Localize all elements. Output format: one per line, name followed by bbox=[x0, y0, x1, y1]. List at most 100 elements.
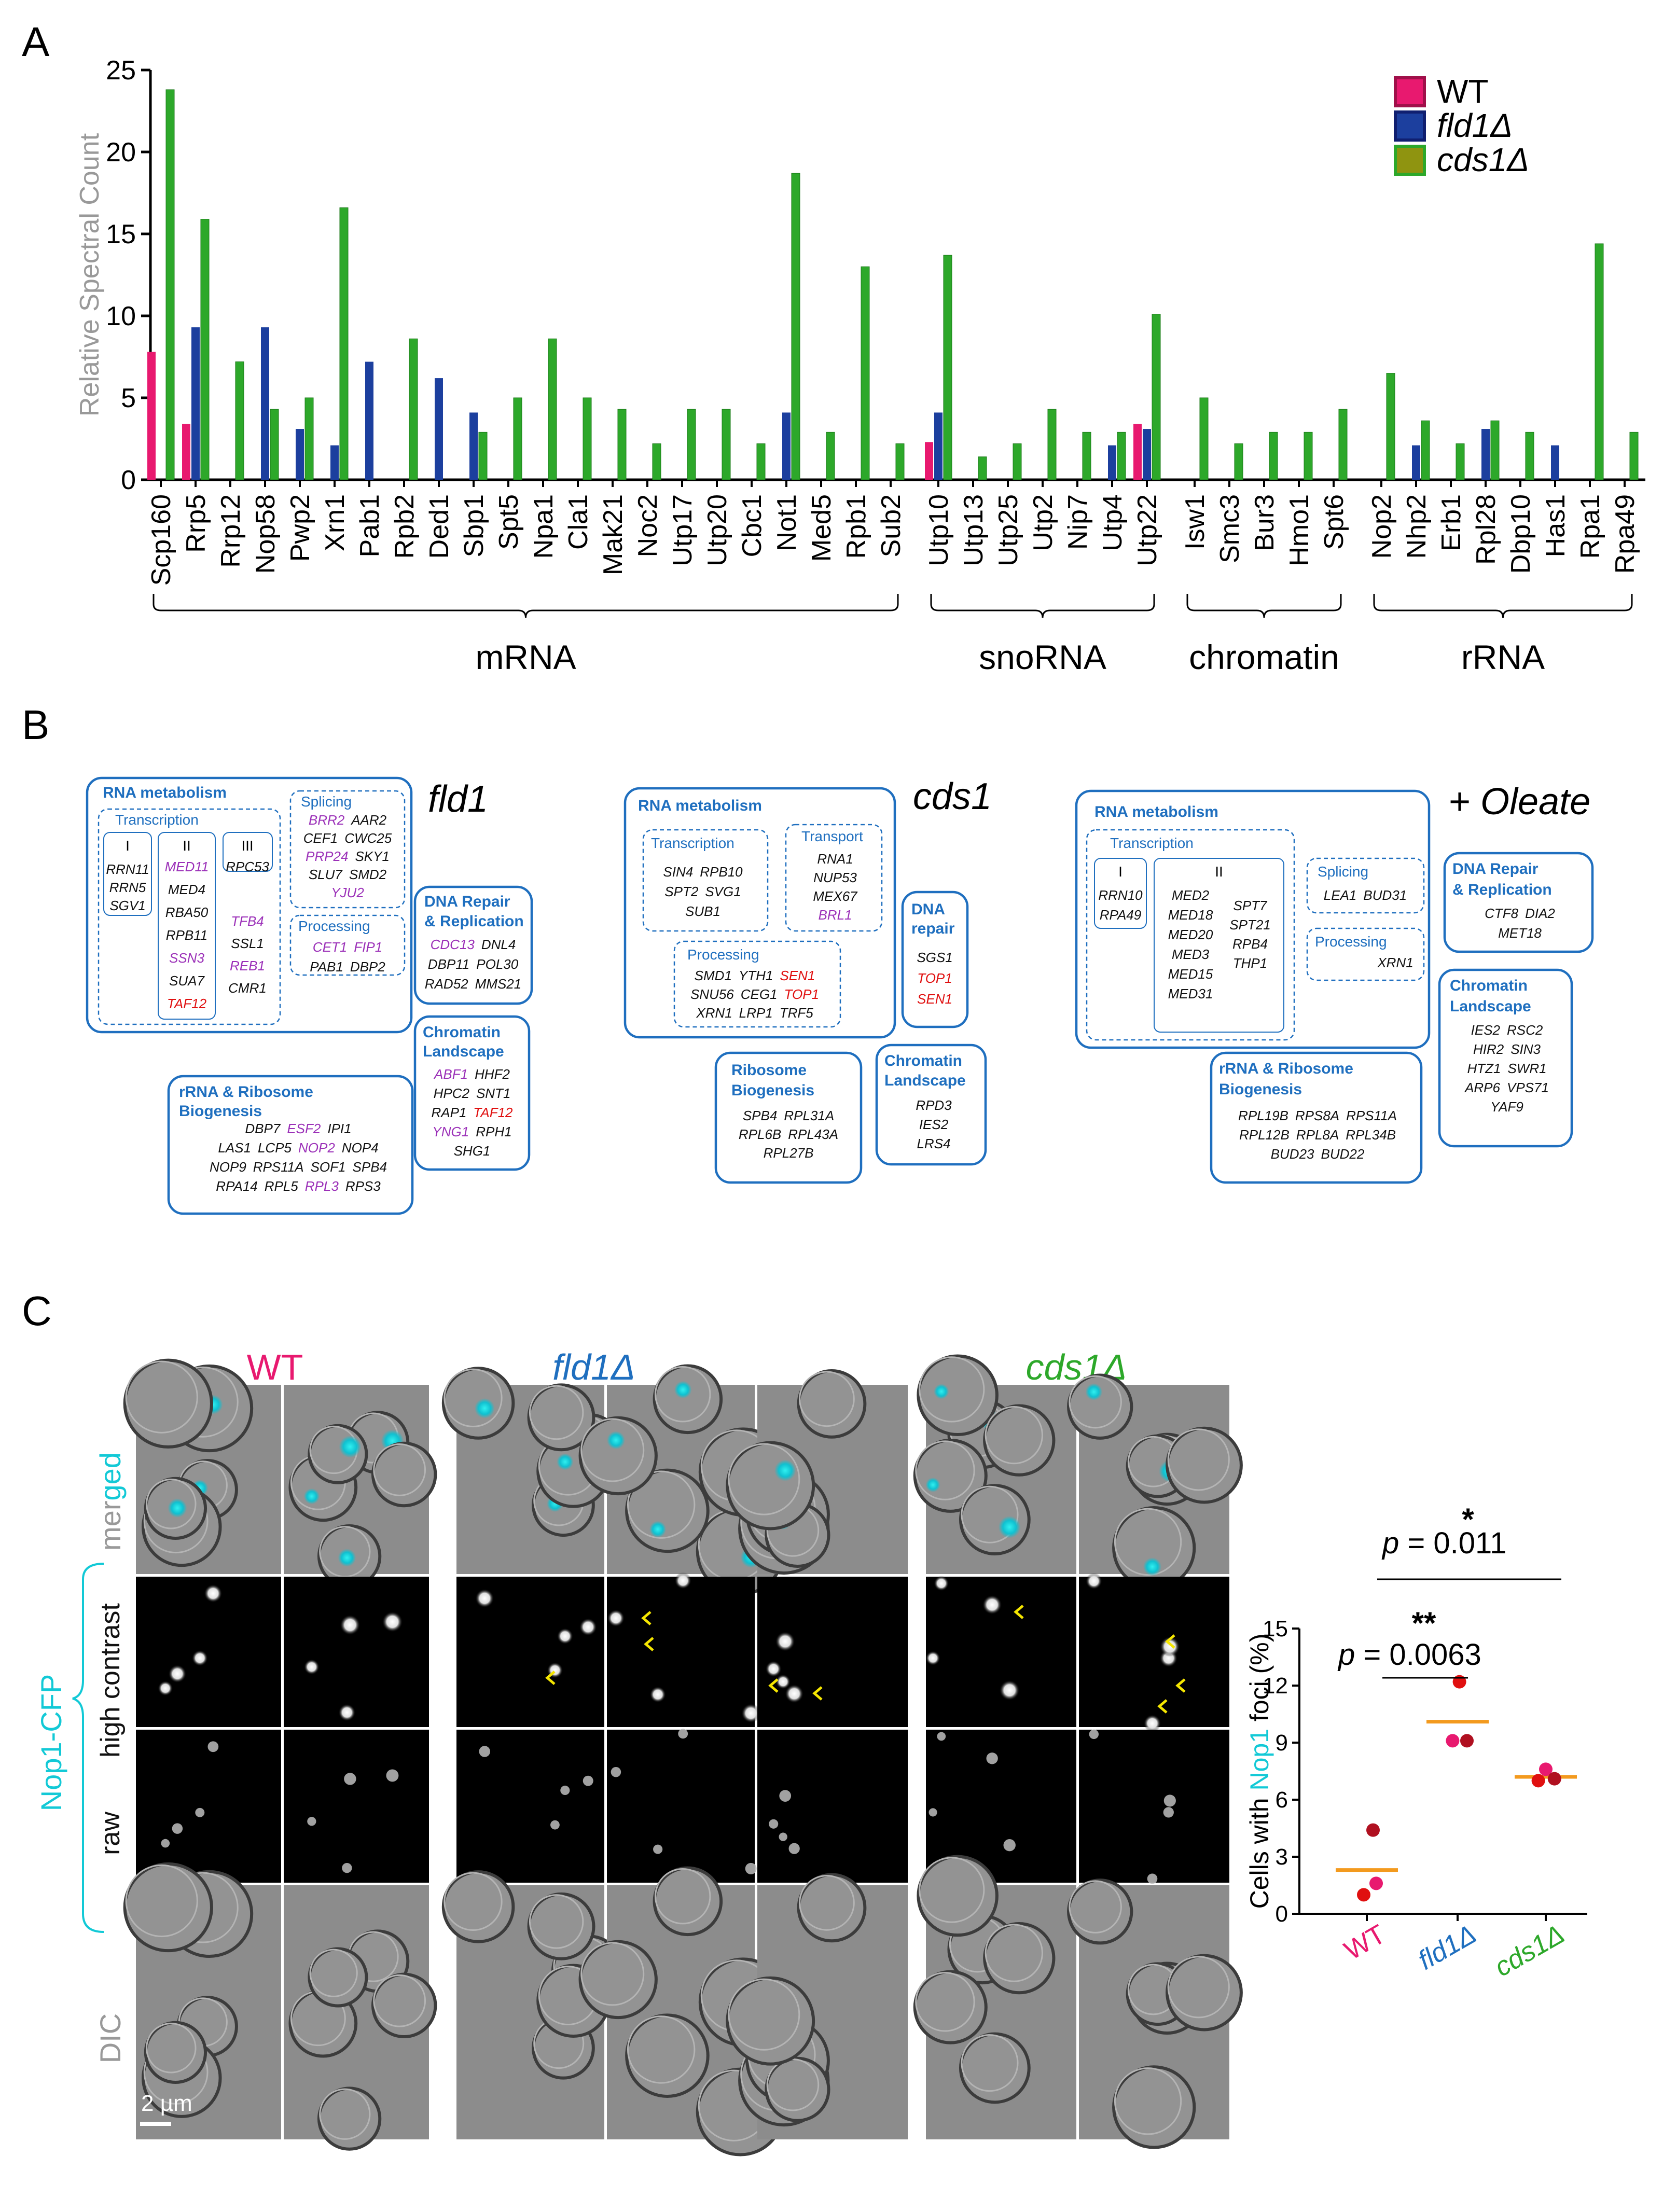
gene-SNT1: SNT1 bbox=[469, 1086, 510, 1101]
nucleolus-dot bbox=[741, 1703, 761, 1723]
foci-arrowhead bbox=[641, 1611, 652, 1625]
cds1-dna-row: SEN1 bbox=[917, 991, 952, 1007]
bar-cds1Δ-Sbp1 bbox=[478, 432, 488, 480]
cds1-transport-row: NUP53 bbox=[813, 870, 857, 885]
oleate-pol2-row: MED15 bbox=[1168, 966, 1213, 982]
bar-cds1Δ-Utp4 bbox=[1117, 432, 1126, 480]
gene-HPC2: HPC2 bbox=[434, 1086, 470, 1101]
micrograph-grid: 2 µm bbox=[123, 1354, 1243, 2157]
cds1-ribosome-row: RPL6B RPL43A bbox=[739, 1126, 838, 1142]
cell-highlight bbox=[655, 1868, 711, 1925]
cds1-ribosome-box bbox=[714, 1051, 863, 1184]
gene-RPL8A: RPL8A bbox=[1290, 1127, 1339, 1143]
cell-highlight bbox=[985, 1406, 1043, 1465]
data-point bbox=[1357, 1888, 1370, 1902]
gene-RPA49: RPA49 bbox=[1100, 907, 1141, 923]
gene-SKY1: SKY1 bbox=[348, 848, 390, 864]
cell-outline bbox=[317, 2086, 382, 2151]
fld1-rna-metabolism-box bbox=[86, 776, 413, 1034]
fld1-pol2-row: MED11 bbox=[165, 859, 209, 874]
oleate-dna-title-2: & Replication bbox=[1452, 881, 1552, 898]
x-tick-label: Utp10 bbox=[924, 494, 954, 566]
oleate-pol1-row: RPA49 bbox=[1100, 907, 1141, 923]
cell-highlight bbox=[529, 1385, 584, 1440]
nucleolus-dot bbox=[340, 1615, 361, 1635]
gene-IPI1: IPI1 bbox=[321, 1121, 351, 1136]
x-tick-label: Pwp2 bbox=[285, 494, 315, 562]
fld1-pol3-row: RPC53 bbox=[226, 859, 269, 874]
gene-POL30: POL30 bbox=[469, 956, 518, 972]
bar-cds1Δ-Nip7 bbox=[1082, 432, 1091, 480]
cds1-transcription-title: Transcription bbox=[651, 835, 735, 851]
y-label-part: Cells with bbox=[1245, 1791, 1274, 1909]
gene-ontology-panel: fld1 cds1 + Oleate RNA metabolism Transcr… bbox=[86, 776, 1594, 1215]
gene-CET1: CET1 bbox=[313, 939, 347, 955]
oleate-splicing-box bbox=[1306, 857, 1425, 914]
nucleolus-dot bbox=[785, 1684, 804, 1703]
x-tick-label: Rpa1 bbox=[1575, 494, 1605, 559]
bar-WT-Scp160 bbox=[147, 352, 156, 480]
gene-YAF9: YAF9 bbox=[1490, 1099, 1523, 1115]
sig-stars-1: ** bbox=[1412, 1606, 1436, 1640]
oleate-chromatin-row: HTZ1 SWR1 bbox=[1467, 1061, 1546, 1076]
foci-arrowhead bbox=[545, 1671, 556, 1685]
oleate-rrna-row: BUD23 BUD22 bbox=[1271, 1146, 1365, 1162]
bar-cds1Δ-Utp17 bbox=[687, 409, 696, 480]
nucleolus-dot bbox=[925, 1651, 940, 1666]
gene-CEF1: CEF1 bbox=[303, 830, 338, 846]
fld1-pol-extra-row: SSL1 bbox=[231, 936, 264, 951]
gene-FIP1: FIP1 bbox=[347, 939, 382, 955]
fld1-pol1-label: I bbox=[126, 838, 130, 854]
cell-outline bbox=[308, 1947, 368, 2008]
cell-outline bbox=[983, 1922, 1056, 1995]
cell-highlight bbox=[915, 1972, 975, 2032]
fld1-chromatin-row: ABF1 HHF2 bbox=[433, 1066, 510, 1082]
cell-highlight bbox=[1069, 1375, 1122, 1429]
legend-swatch-0 bbox=[1394, 76, 1426, 107]
fld1-transcription-title: Transcription bbox=[115, 812, 199, 828]
cell-highlight bbox=[319, 2088, 371, 2140]
bar-cds1Δ-Rrp5 bbox=[200, 219, 210, 480]
cds1-transcription-row: SUB1 bbox=[685, 903, 720, 919]
cds1-transcription-row: SIN4 RPB10 bbox=[663, 864, 743, 880]
cell-highlight bbox=[319, 1526, 371, 1578]
cell-highlight bbox=[985, 1924, 1043, 1982]
nucleolus-dot bbox=[779, 1832, 787, 1841]
fld1-pol2-box bbox=[158, 832, 216, 1020]
cell-outline bbox=[1067, 1373, 1133, 1440]
nucleolus-dot bbox=[344, 1773, 356, 1785]
gene-CMR1: CMR1 bbox=[228, 980, 267, 996]
cell-highlight bbox=[125, 1864, 198, 1938]
foci-arrowhead bbox=[1175, 1678, 1186, 1693]
x-tick-label: Rrp12 bbox=[216, 494, 246, 568]
oleate-pol2-row: MED3 bbox=[1172, 947, 1210, 962]
fld1-chromatin-row: RAP1 TAF12 bbox=[431, 1105, 513, 1120]
x-tick-label: Rpb2 bbox=[390, 494, 420, 559]
bar-cds1Δ-Spt5 bbox=[513, 397, 522, 480]
x-tick-label: Hmo1 bbox=[1284, 494, 1314, 566]
gene-LEA1: LEA1 bbox=[1324, 887, 1357, 903]
cds1-chromatin-title-2: Landscape bbox=[884, 1072, 966, 1089]
micrograph-raw-3 bbox=[607, 1730, 755, 1883]
fld1-processing-box bbox=[289, 914, 406, 976]
gene-XRN1: XRN1 bbox=[696, 1005, 732, 1021]
fld1-pol-extra-row: CMR1 bbox=[228, 980, 267, 996]
nucleolus-dot bbox=[382, 1611, 403, 1632]
fld1-pol2-row: SUA7 bbox=[169, 973, 205, 989]
gene-MED15: MED15 bbox=[1168, 966, 1213, 982]
gene-BUD23: BUD23 bbox=[1271, 1146, 1314, 1162]
cds1-chromatin-title-1: Chromatin bbox=[884, 1052, 962, 1069]
bar-cds1Δ-Nop58 bbox=[270, 409, 279, 480]
gene-SGS1: SGS1 bbox=[917, 950, 952, 965]
gene-TAF12: TAF12 bbox=[466, 1105, 513, 1120]
row-label-high-contrast: high contrast bbox=[95, 1603, 126, 1758]
micrograph-raw-1 bbox=[284, 1730, 429, 1883]
oleate-pol2-row-b: SPT21 bbox=[1229, 917, 1271, 933]
gene-AAR2: AAR2 bbox=[344, 812, 386, 828]
nucleolus-dot bbox=[745, 1862, 757, 1874]
oleate-rrna-title-1: rRNA & Ribosome bbox=[1219, 1060, 1353, 1077]
gene-PRP24: PRP24 bbox=[306, 848, 348, 864]
cell-outline bbox=[726, 1441, 815, 1531]
fld1-rrna-row: DBP7 ESF2 IPI1 bbox=[245, 1121, 351, 1136]
x-tick-label: Erb1 bbox=[1436, 494, 1466, 551]
